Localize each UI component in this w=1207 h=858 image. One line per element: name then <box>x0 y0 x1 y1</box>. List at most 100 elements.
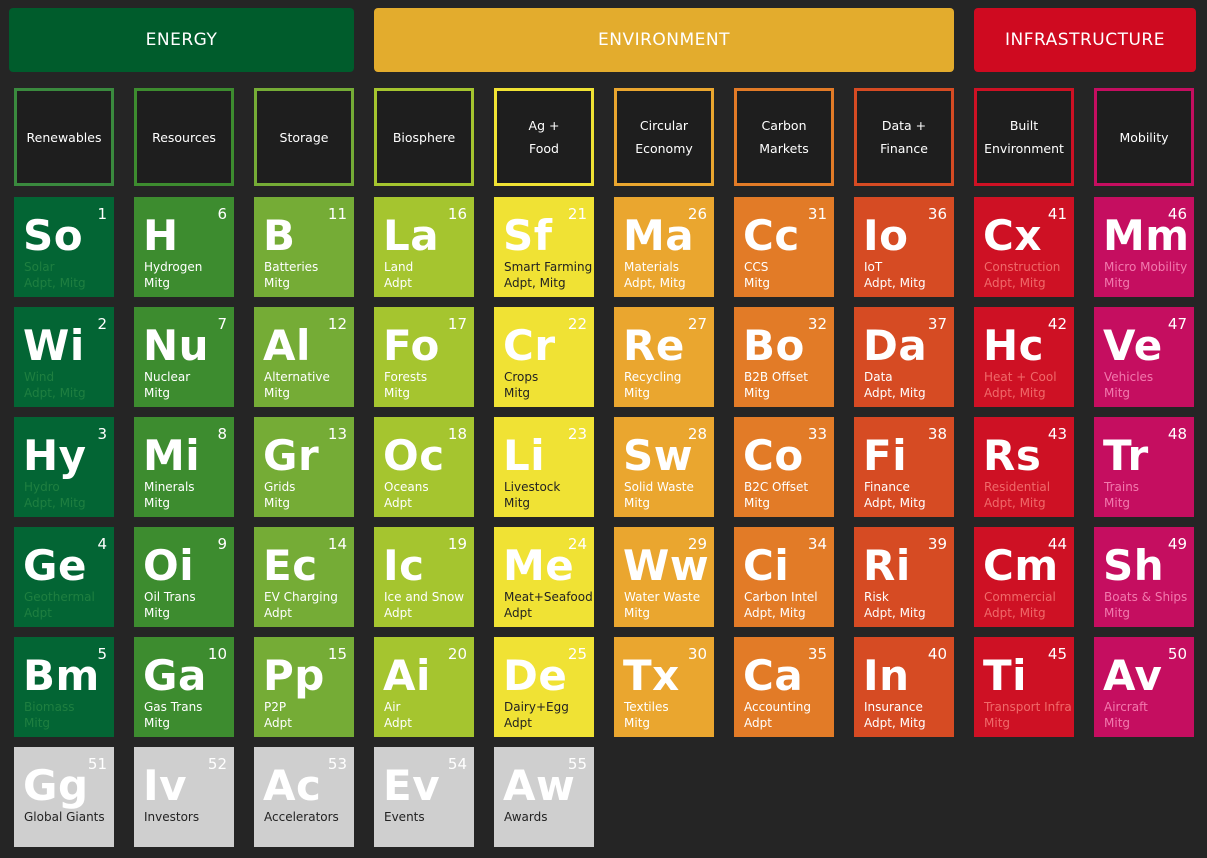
element-tile-oc[interactable]: 18 Oc Oceans Adpt <box>374 417 474 517</box>
element-symbol: La <box>383 211 440 260</box>
element-tile-re[interactable]: 27 Re Recycling Mitg <box>614 307 714 407</box>
element-number: 37 <box>927 315 947 333</box>
element-name: Oil Trans <box>144 590 196 604</box>
extra-tile-ac[interactable]: 53 Ac Accelerators <box>254 747 354 847</box>
category-resources[interactable]: Resources <box>134 88 234 186</box>
element-name: Livestock <box>504 480 561 494</box>
element-tile-b[interactable]: 11 B Batteries Mitg <box>254 197 354 297</box>
category-data-finance[interactable]: Data + Finance <box>854 88 954 186</box>
element-tile-cm[interactable]: 44 Cm Commercial Adpt, Mitg <box>974 527 1074 627</box>
category-ag-food[interactable]: Ag + Food <box>494 88 594 186</box>
element-tag: Mitg <box>504 496 531 510</box>
element-tag: Mitg <box>624 716 651 730</box>
extra-tile-gg[interactable]: 51 Gg Global Giants <box>14 747 114 847</box>
element-tag: Adpt, Mitg <box>864 716 926 730</box>
category-biosphere[interactable]: Biosphere <box>374 88 474 186</box>
element-tile-me[interactable]: 24 Me Meat+Seafood Adpt <box>494 527 594 627</box>
element-number: 29 <box>687 535 707 553</box>
element-number: 50 <box>1167 645 1187 663</box>
element-tile-sh[interactable]: 49 Sh Boats & Ships Mitg <box>1094 527 1194 627</box>
element-tile-cc[interactable]: 31 Cc CCS Mitg <box>734 197 834 297</box>
element-tile-ai[interactable]: 20 Ai Air Adpt <box>374 637 474 737</box>
element-tile-bm[interactable]: 5 Bm Biomass Mitg <box>14 637 114 737</box>
element-tile-ri[interactable]: 39 Ri Risk Adpt, Mitg <box>854 527 954 627</box>
category-carbon-markets[interactable]: Carbon Markets <box>734 88 834 186</box>
element-tile-rs[interactable]: 43 Rs Residential Adpt, Mitg <box>974 417 1074 517</box>
element-tile-de[interactable]: 25 De Dairy+Egg Adpt <box>494 637 594 737</box>
element-number: 19 <box>447 535 467 553</box>
element-tile-li[interactable]: 23 Li Livestock Mitg <box>494 417 594 517</box>
element-tile-ve[interactable]: 47 Ve Vehicles Mitg <box>1094 307 1194 407</box>
element-tile-al[interactable]: 12 Al Alternative Mitg <box>254 307 354 407</box>
element-symbol: Ic <box>383 541 425 590</box>
element-tile-co[interactable]: 33 Co B2C Offset Mitg <box>734 417 834 517</box>
element-tile-io[interactable]: 36 Io IoT Adpt, Mitg <box>854 197 954 297</box>
element-tag: Mitg <box>744 496 771 510</box>
element-name: B2B Offset <box>744 370 808 384</box>
element-tile-tr[interactable]: 48 Tr Trains Mitg <box>1094 417 1194 517</box>
category-built-environment[interactable]: Built Environment <box>974 88 1074 186</box>
category-storage[interactable]: Storage <box>254 88 354 186</box>
extra-tile-iv[interactable]: 52 Iv Investors <box>134 747 234 847</box>
element-tile-so[interactable]: 1 So Solar Adpt, Mitg <box>14 197 114 297</box>
element-tile-ca[interactable]: 35 Ca Accounting Adpt <box>734 637 834 737</box>
extra-tile-aw[interactable]: 55 Aw Awards <box>494 747 594 847</box>
element-tile-fi[interactable]: 38 Fi Finance Adpt, Mitg <box>854 417 954 517</box>
element-tag: Mitg <box>264 276 291 290</box>
element-tile-h[interactable]: 6 H Hydrogen Mitg <box>134 197 234 297</box>
element-tile-la[interactable]: 16 La Land Adpt <box>374 197 474 297</box>
element-number: 12 <box>327 315 347 333</box>
element-number: 32 <box>807 315 827 333</box>
element-name: Grids <box>264 480 296 494</box>
element-name: Insurance <box>864 700 923 714</box>
element-tile-cx[interactable]: 41 Cx Construction Adpt, Mitg <box>974 197 1074 297</box>
element-tile-in[interactable]: 40 In Insurance Adpt, Mitg <box>854 637 954 737</box>
element-tile-ci[interactable]: 34 Ci Carbon Intel Adpt, Mitg <box>734 527 834 627</box>
element-number: 21 <box>567 205 587 223</box>
element-tile-ga[interactable]: 10 Ga Gas Trans Mitg <box>134 637 234 737</box>
element-tile-ww[interactable]: 29 Ww Water Waste Mitg <box>614 527 714 627</box>
element-tile-da[interactable]: 37 Da Data Adpt, Mitg <box>854 307 954 407</box>
category-renewables[interactable]: Renewables <box>14 88 114 186</box>
element-tile-wi[interactable]: 2 Wi Wind Adpt, Mitg <box>14 307 114 407</box>
element-tile-hc[interactable]: 42 Hc Heat + Cool Adpt, Mitg <box>974 307 1074 407</box>
element-name: Events <box>384 810 425 824</box>
element-number: 23 <box>567 425 587 443</box>
element-tile-fo[interactable]: 17 Fo Forests Mitg <box>374 307 474 407</box>
element-tile-nu[interactable]: 7 Nu Nuclear Mitg <box>134 307 234 407</box>
element-tile-pp[interactable]: 15 Pp P2P Adpt <box>254 637 354 737</box>
element-tile-hy[interactable]: 3 Hy Hydro Adpt, Mitg <box>14 417 114 517</box>
element-tile-bo[interactable]: 32 Bo B2B Offset Mitg <box>734 307 834 407</box>
element-name: P2P <box>264 700 287 714</box>
element-name: Batteries <box>264 260 319 274</box>
element-number: 35 <box>807 645 827 663</box>
category-circular-economy[interactable]: Circular Economy <box>614 88 714 186</box>
element-number: 47 <box>1167 315 1187 333</box>
extra-tile-ev[interactable]: 54 Ev Events <box>374 747 474 847</box>
element-tile-av[interactable]: 50 Av Aircraft Mitg <box>1094 637 1194 737</box>
element-tile-ic[interactable]: 19 Ic Ice and Snow Adpt <box>374 527 474 627</box>
element-symbol: Io <box>863 211 909 260</box>
element-tile-sf[interactable]: 21 Sf Smart Farming Adpt, Mitg <box>494 197 594 297</box>
element-number: 7 <box>217 315 227 333</box>
element-symbol: Ww <box>623 541 710 590</box>
element-tile-ma[interactable]: 26 Ma Materials Adpt, Mitg <box>614 197 714 297</box>
element-tile-ge[interactable]: 4 Ge Geothermal Adpt <box>14 527 114 627</box>
element-tile-mm[interactable]: 46 Mm Micro Mobility Mitg <box>1094 197 1194 297</box>
element-tile-oi[interactable]: 9 Oi Oil Trans Mitg <box>134 527 234 627</box>
element-name: Materials <box>624 260 680 274</box>
element-tile-sw[interactable]: 28 Sw Solid Waste Mitg <box>614 417 714 517</box>
element-tile-gr[interactable]: 13 Gr Grids Mitg <box>254 417 354 517</box>
element-tile-tx[interactable]: 30 Tx Textiles Mitg <box>614 637 714 737</box>
element-symbol: Ga <box>143 651 207 700</box>
element-symbol: Nu <box>143 321 210 370</box>
element-number: 43 <box>1047 425 1067 443</box>
element-tile-ti[interactable]: 45 Ti Transport Infra Mitg <box>974 637 1074 737</box>
category-mobility[interactable]: Mobility <box>1094 88 1194 186</box>
element-tile-mi[interactable]: 8 Mi Minerals Mitg <box>134 417 234 517</box>
element-tile-cr[interactable]: 22 Cr Crops Mitg <box>494 307 594 407</box>
element-tile-ec[interactable]: 14 Ec EV Charging Adpt <box>254 527 354 627</box>
element-name: Wind <box>24 370 55 384</box>
element-symbol: Av <box>1103 651 1163 700</box>
element-number: 10 <box>207 645 227 663</box>
